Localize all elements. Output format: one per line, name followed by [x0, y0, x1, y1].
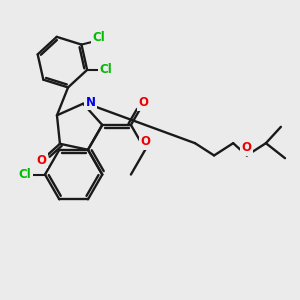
- Text: O: O: [140, 135, 150, 148]
- Text: O: O: [37, 154, 47, 167]
- Text: O: O: [139, 96, 149, 109]
- Text: Cl: Cl: [100, 63, 112, 76]
- Text: Cl: Cl: [19, 168, 32, 181]
- Text: Cl: Cl: [93, 31, 106, 44]
- Text: O: O: [242, 141, 252, 154]
- Text: N: N: [86, 96, 96, 109]
